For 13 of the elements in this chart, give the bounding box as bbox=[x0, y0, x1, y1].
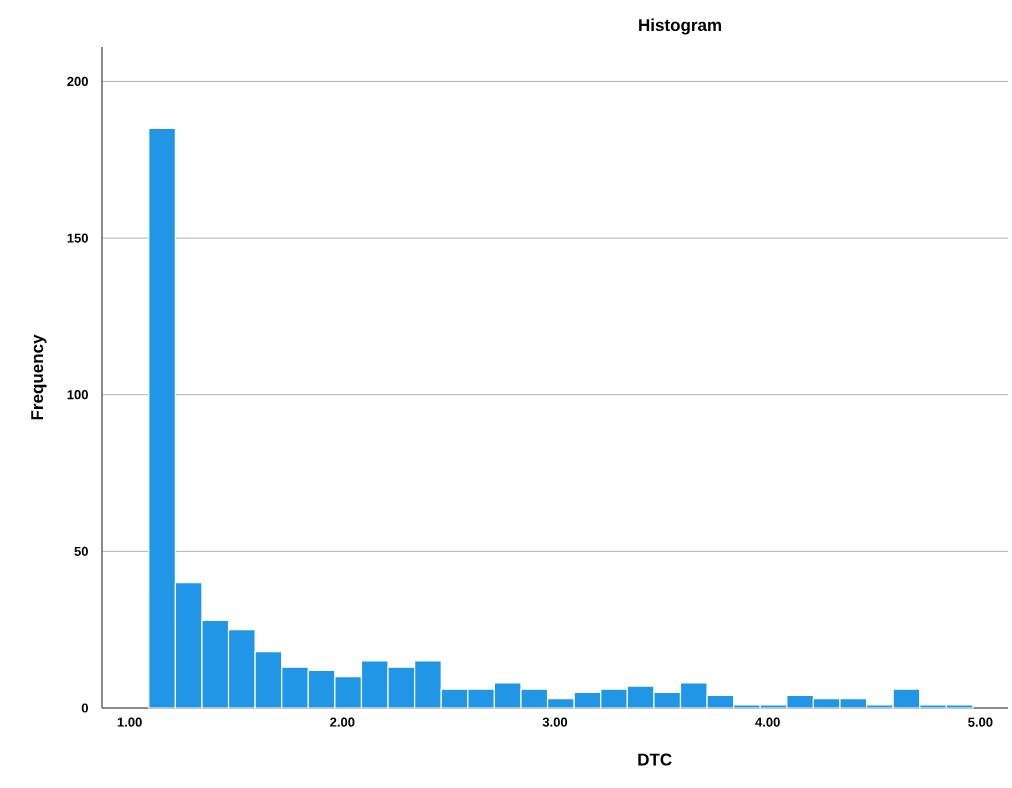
y-tick-label: 0 bbox=[81, 703, 88, 713]
y-tick-label: 50 bbox=[74, 546, 88, 556]
x-tick-label: 4.00 bbox=[755, 717, 780, 727]
x-tick-label: 1.00 bbox=[117, 717, 142, 727]
x-tick-label: 2.00 bbox=[330, 717, 355, 727]
y-tick-label: 100 bbox=[67, 390, 88, 400]
x-axis-title: DTC bbox=[638, 753, 672, 766]
y-tick-label: 150 bbox=[67, 233, 88, 243]
y-axis-title: Frequency bbox=[31, 334, 47, 420]
x-tick-label: 5.00 bbox=[968, 717, 993, 727]
x-tick-label: 3.00 bbox=[542, 717, 568, 727]
chart-title: Histogram bbox=[639, 18, 722, 35]
y-tick-label: 200 bbox=[67, 76, 88, 87]
